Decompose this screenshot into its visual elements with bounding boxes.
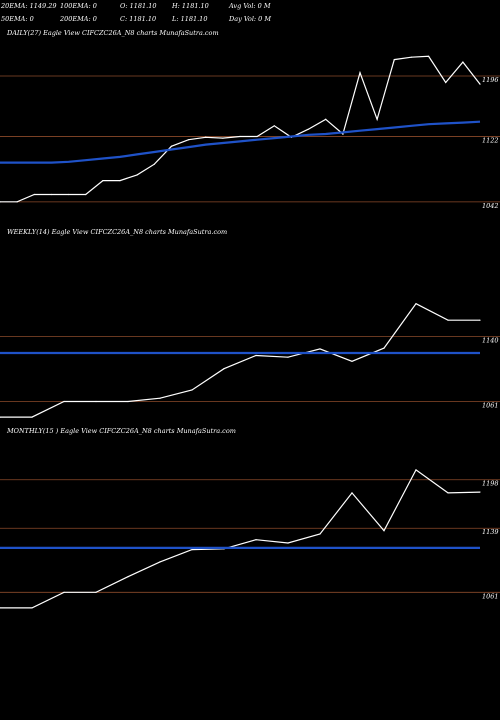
monthly-price-point (319, 533, 321, 535)
weekly-price-point (447, 319, 449, 321)
daily-price-point (119, 179, 121, 182)
monthly-price-point (95, 591, 97, 593)
daily-tick-label: 1042 (482, 202, 499, 210)
monthly-price-point (255, 539, 257, 541)
monthly-price-point (287, 542, 289, 544)
header-stat: L: 1181.10 (172, 15, 208, 23)
header-stat: O: 1181.10 (120, 2, 157, 10)
weekly-price-point (95, 400, 97, 403)
monthly-price-point (479, 491, 481, 493)
monthly-price-point (63, 591, 65, 593)
daily-price-point (342, 133, 344, 135)
monthly-price-point (159, 561, 161, 563)
daily-price-point (359, 72, 361, 74)
daily-tick-label: 1122 (482, 136, 499, 144)
header-stat: Avg Vol: 0 M (229, 2, 271, 10)
daily-price-point (462, 61, 464, 63)
weekly-price-point (63, 400, 65, 403)
daily-price-point (67, 193, 70, 196)
daily-price-point (410, 56, 413, 58)
weekly-price-line (0, 302, 480, 418)
daily-panel-title: DAILY(27) Eagle View CIFCZC26A_N8 charts… (7, 29, 219, 37)
daily-price-point (170, 145, 173, 147)
weekly-price-point (255, 354, 257, 357)
weekly-price-point (223, 368, 225, 370)
daily-ema-line (0, 120, 481, 164)
daily-price-point (479, 83, 481, 85)
daily-price-point (427, 55, 430, 57)
monthly-price-point (351, 492, 353, 494)
monthly-price-point (383, 530, 385, 532)
monthly-tick-label: 1198 (482, 480, 499, 488)
header-stat: H: 1181.10 (172, 2, 209, 10)
header-stat: 20EMA: 1149.29 (1, 2, 57, 10)
monthly-panel-title: MONTHLY(15 ) Eagle View CIFCZC26A_N8 cha… (7, 427, 236, 435)
daily-price-point (153, 163, 155, 165)
weekly-panel-title: WEEKLY(14) Eagle View CIFCZC26A_N8 chart… (7, 228, 228, 236)
header-stat: C: 1181.10 (120, 15, 157, 23)
weekly-price-point (127, 400, 129, 403)
daily-price-point (239, 135, 241, 138)
weekly-tick-label: 1140 (482, 337, 499, 345)
header-stat: Day Vol: 0 M (229, 15, 272, 23)
daily-price-point (102, 179, 104, 182)
header-stat: 50EMA: 0 (1, 15, 34, 23)
monthly-price-point (191, 548, 193, 551)
monthly-price-point (447, 492, 449, 494)
weekly-price-point (383, 347, 385, 349)
weekly-price-point (287, 356, 289, 358)
daily-price-point (85, 193, 87, 196)
monthly-tick-label: 1061 (482, 592, 499, 600)
daily-price-point (307, 128, 310, 130)
monthly-price-line (0, 469, 481, 609)
daily-price-point (33, 193, 35, 196)
monthly-price-point (31, 607, 33, 609)
daily-price-point (222, 137, 224, 139)
monthly-tick-label: 1139 (482, 528, 499, 536)
weekly-price-point (319, 348, 321, 350)
daily-price-point (136, 174, 138, 176)
daily-price-point (205, 136, 207, 138)
daily-price-line (0, 55, 481, 203)
daily-price-point (256, 135, 258, 138)
monthly-price-point (127, 576, 129, 578)
daily-price-point (50, 193, 53, 196)
daily-price-point (393, 59, 395, 61)
daily-price-point (325, 118, 327, 120)
monthly-price-point (415, 469, 417, 471)
weekly-price-point (159, 397, 161, 399)
header-stat: 100EMA: 0 (60, 2, 97, 10)
weekly-price-point (31, 416, 33, 418)
weekly-price-point (415, 303, 417, 305)
weekly-price-point (0, 416, 1, 418)
daily-price-point (187, 139, 190, 141)
weekly-price-point (479, 319, 481, 321)
monthly-price-point (0, 607, 1, 609)
daily-price-point (376, 118, 378, 120)
daily-tick-label: 1196 (482, 76, 499, 84)
daily-price-point (273, 125, 275, 127)
daily-price-point (16, 201, 18, 203)
weekly-price-point (191, 389, 193, 391)
weekly-tick-label: 1061 (482, 402, 499, 410)
daily-price-point (445, 81, 447, 84)
daily-price-point (0, 201, 1, 203)
header-stat: 200EMA: 0 (60, 15, 97, 23)
weekly-price-point (351, 360, 353, 362)
